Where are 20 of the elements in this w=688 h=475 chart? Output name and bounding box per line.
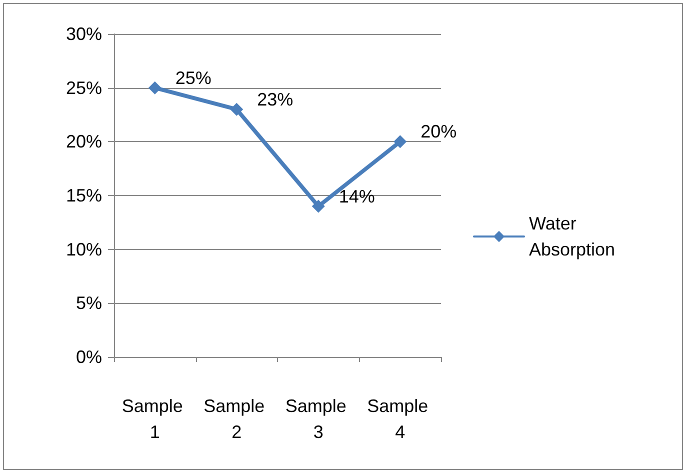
legend-label: Water Absorption bbox=[529, 214, 616, 260]
data-label: 14% bbox=[338, 186, 375, 206]
point bbox=[148, 81, 162, 94]
point bbox=[394, 135, 407, 148]
y-tick-label: 5% bbox=[76, 293, 102, 314]
y-tick-label: 25% bbox=[66, 78, 102, 98]
y-tick-label: 0% bbox=[76, 347, 102, 367]
x-tick-label: Sample 1 bbox=[122, 396, 188, 442]
x-tick-label: Sample 2 bbox=[204, 396, 270, 442]
x-tick-label: Sample 4 bbox=[367, 396, 434, 442]
y-tick-label: 30% bbox=[66, 24, 102, 44]
y-tick-label: 15% bbox=[66, 186, 102, 206]
data-label: 25% bbox=[175, 68, 212, 88]
data-label: 20% bbox=[420, 122, 457, 142]
y-tick-label: 20% bbox=[66, 132, 102, 152]
data-label: 23% bbox=[257, 89, 294, 110]
x-tick-label: Sample 3 bbox=[285, 396, 352, 442]
y-tick-label: 10% bbox=[66, 239, 102, 260]
point bbox=[230, 102, 244, 116]
point bbox=[312, 200, 325, 213]
